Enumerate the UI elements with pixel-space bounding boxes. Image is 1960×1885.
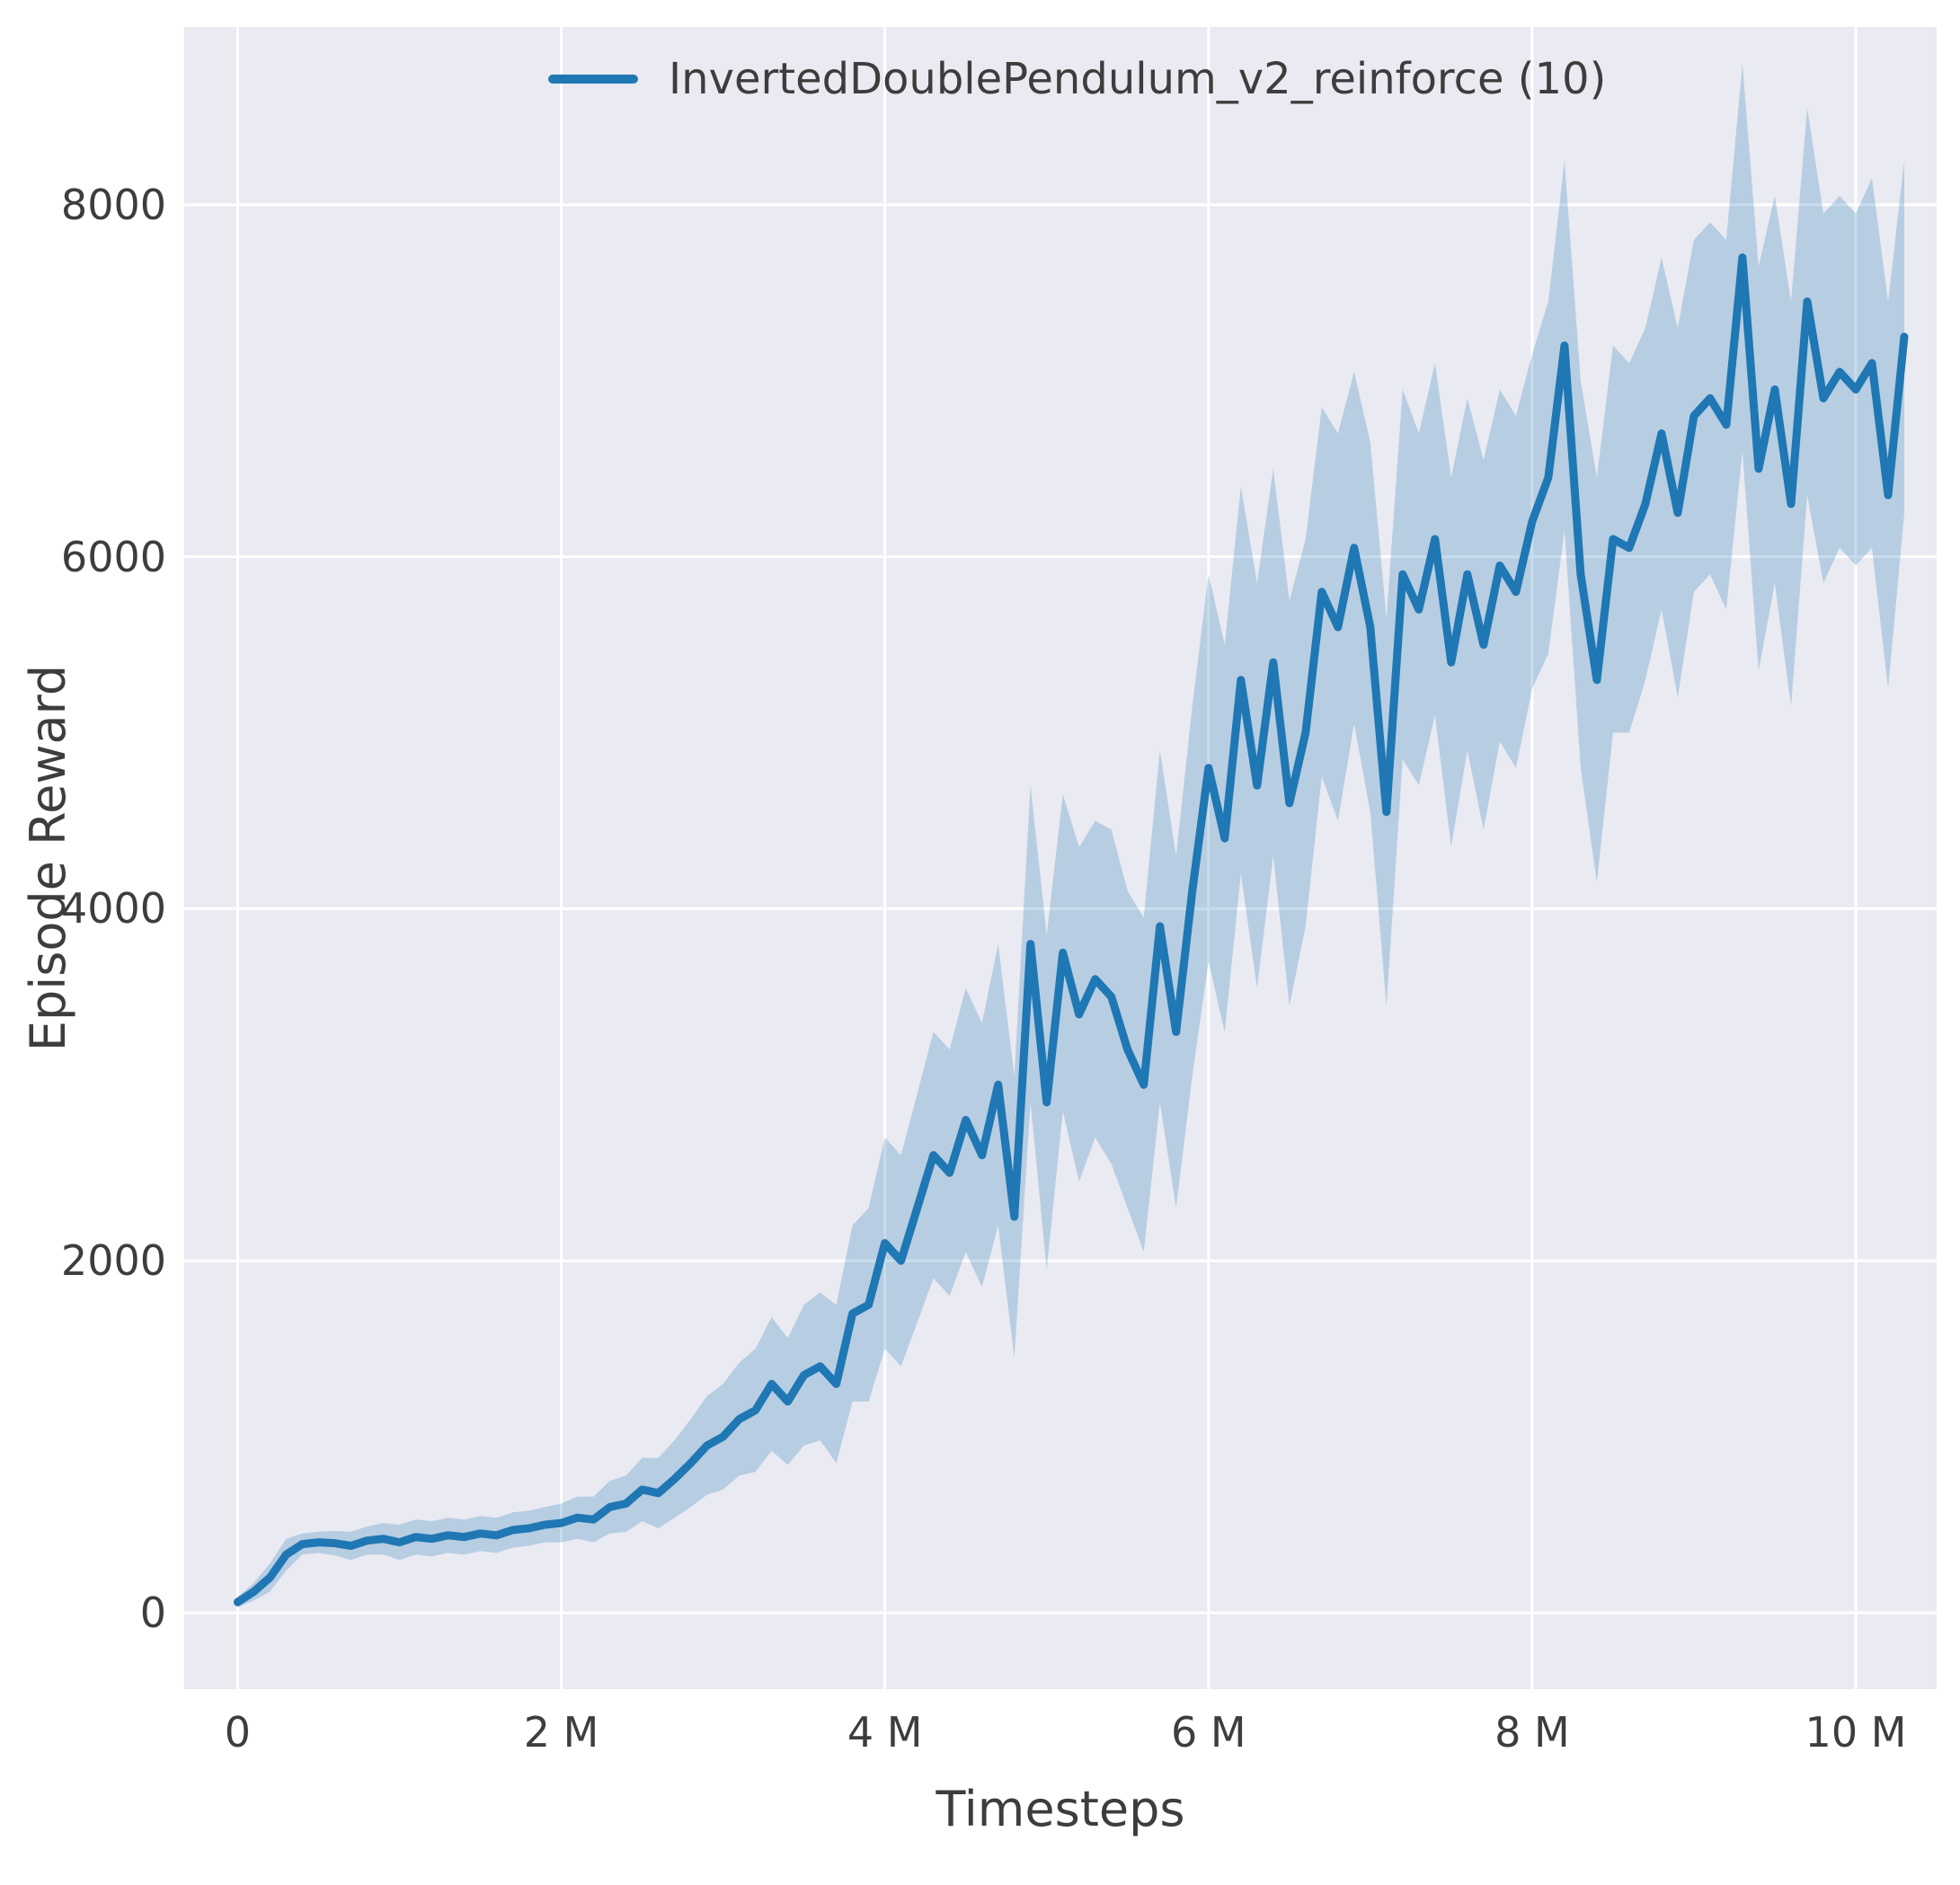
x-tick-label: 0 [224, 1708, 252, 1757]
plot-area: InvertedDoublePendulum_v2_reinforce (10) [184, 27, 1937, 1689]
legend-line-swatch [548, 75, 638, 84]
y-tick-label: 8000 [60, 180, 166, 229]
x-tick-label: 6 M [1170, 1708, 1246, 1757]
x-tick-label: 2 M [523, 1708, 599, 1757]
legend-label: InvertedDoublePendulum_v2_reinforce (10) [669, 54, 1607, 104]
y-tick-label: 4000 [60, 884, 166, 934]
x-axis-label: Timesteps [936, 1781, 1185, 1837]
mean-reward-line [233, 253, 1909, 1606]
line-chart [184, 27, 1937, 1689]
confidence-band [237, 64, 1904, 1608]
y-axis-label: Episode Reward [20, 664, 76, 1052]
x-tick-label: 4 M [847, 1708, 923, 1757]
x-tick-label: 10 M [1805, 1708, 1907, 1757]
x-tick-label: 8 M [1494, 1708, 1570, 1757]
y-tick-label: 2000 [60, 1236, 166, 1286]
legend: InvertedDoublePendulum_v2_reinforce (10) [548, 54, 1606, 104]
y-tick-label: 0 [139, 1588, 166, 1637]
y-tick-label: 6000 [60, 532, 166, 581]
